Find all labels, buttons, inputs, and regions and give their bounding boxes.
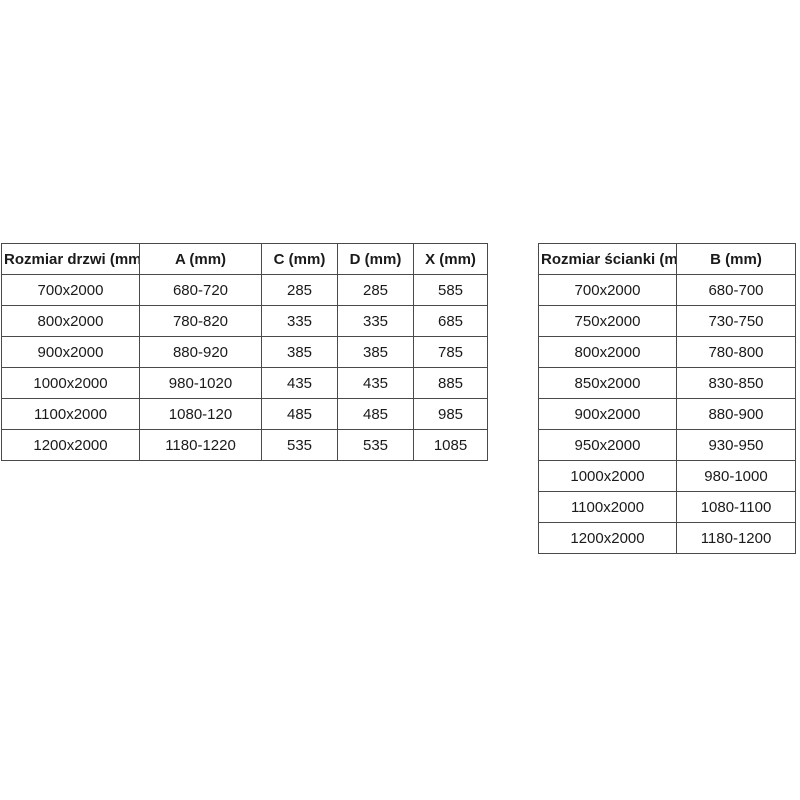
table-cell: 980-1020 [139, 367, 262, 399]
table-cell: 680-700 [676, 274, 796, 306]
column-header: D (mm) [337, 243, 414, 275]
column-header: Rozmiar drzwi (mm) [1, 243, 140, 275]
table-header-row: Rozmiar drzwi (mm) A (mm) C (mm) D (mm) X (m… [1, 243, 488, 275]
table-cell: 785 [413, 336, 488, 368]
table-cell: 1180-1220 [139, 429, 262, 461]
table-cell: 285 [337, 274, 414, 306]
table-cell: 435 [337, 367, 414, 399]
table-cell: 1200x2000 [1, 429, 140, 461]
table-row: 1000x2000 980-1000 [538, 460, 796, 492]
table-row: 700x2000 680-700 [538, 274, 796, 306]
table-cell: 1080-1100 [676, 491, 796, 523]
column-header: B (mm) [676, 243, 796, 275]
table-cell: 1080-120 [139, 398, 262, 430]
column-header: A (mm) [139, 243, 262, 275]
table-cell: 585 [413, 274, 488, 306]
table-cell: 335 [337, 305, 414, 337]
table-cell: 780-800 [676, 336, 796, 368]
table-cell: 335 [261, 305, 338, 337]
door-sizes-table: Rozmiar drzwi (mm) A (mm) C (mm) D (mm) X (m… [1, 243, 488, 461]
table-cell: 980-1000 [676, 460, 796, 492]
table-cell: 950x2000 [538, 429, 677, 461]
table-row: 950x2000 930-950 [538, 429, 796, 461]
table-cell: 1180-1200 [676, 522, 796, 554]
column-header: Rozmiar ścianki (mm) [538, 243, 677, 275]
table-cell: 780-820 [139, 305, 262, 337]
table-cell: 900x2000 [538, 398, 677, 430]
table-row: 1200x2000 1180-1220 535 535 1085 [1, 429, 488, 461]
table-cell: 730-750 [676, 305, 796, 337]
table-cell: 680-720 [139, 274, 262, 306]
table-cell: 1085 [413, 429, 488, 461]
column-header: X (mm) [413, 243, 488, 275]
table-cell: 535 [337, 429, 414, 461]
table-cell: 485 [337, 398, 414, 430]
table-cell: 385 [337, 336, 414, 368]
table-header-row: Rozmiar ścianki (mm)B (mm) [538, 243, 796, 275]
table-row: 850x2000 830-850 [538, 367, 796, 399]
table-cell: 880-900 [676, 398, 796, 430]
table-cell: 1100x2000 [1, 398, 140, 430]
table-cell: 885 [413, 367, 488, 399]
table-row: 800x2000 780-820 335 335 685 [1, 305, 488, 337]
table-cell: 435 [261, 367, 338, 399]
table-row: 900x2000 880-920 385 385 785 [1, 336, 488, 368]
table-cell: 285 [261, 274, 338, 306]
table-cell: 1100x2000 [538, 491, 677, 523]
table-row: 900x2000 880-900 [538, 398, 796, 430]
table-cell: 880-920 [139, 336, 262, 368]
table-cell: 750x2000 [538, 305, 677, 337]
table-cell: 1200x2000 [538, 522, 677, 554]
table-row: 1000x2000 980-1020 435 435 885 [1, 367, 488, 399]
table-cell: 930-950 [676, 429, 796, 461]
table-cell: 535 [261, 429, 338, 461]
table-row: 1100x2000 1080-1100 [538, 491, 796, 523]
table-cell: 485 [261, 398, 338, 430]
table-cell: 985 [413, 398, 488, 430]
table-cell: 800x2000 [538, 336, 677, 368]
table-cell: 800x2000 [1, 305, 140, 337]
table-cell: 900x2000 [1, 336, 140, 368]
column-header: C (mm) [261, 243, 338, 275]
table-cell: 1000x2000 [1, 367, 140, 399]
table-cell: 685 [413, 305, 488, 337]
table-cell: 1000x2000 [538, 460, 677, 492]
table-row: 800x2000 780-800 [538, 336, 796, 368]
table-cell: 830-850 [676, 367, 796, 399]
table-cell: 385 [261, 336, 338, 368]
table-row: 750x2000 730-750 [538, 305, 796, 337]
table-cell: 700x2000 [1, 274, 140, 306]
table-row: 700x2000 680-720 285 285 585 [1, 274, 488, 306]
table-cell: 700x2000 [538, 274, 677, 306]
wall-panel-sizes-table: Rozmiar ścianki (mm)B (mm) 700x2000680-7… [538, 243, 796, 554]
table-row: 1200x2000 1180-1200 [538, 522, 796, 554]
table-row: 1100x2000 1080-120 485 485 985 [1, 398, 488, 430]
table-cell: 850x2000 [538, 367, 677, 399]
